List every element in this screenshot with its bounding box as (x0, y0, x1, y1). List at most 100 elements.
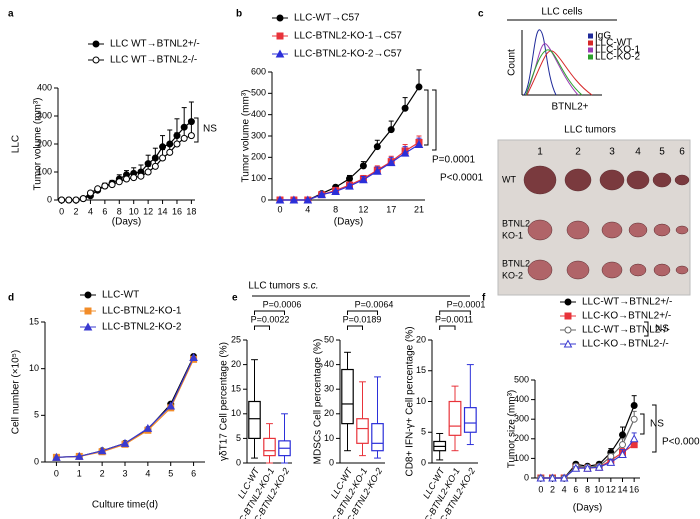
marker (359, 162, 367, 170)
marker (108, 181, 116, 189)
y-tick-label: 0 (421, 457, 426, 467)
marker (58, 196, 66, 204)
x-tick-label: 5 (168, 468, 173, 478)
legend-label: LLC-WT→C57 (294, 13, 360, 24)
annotation: P=0.0064 (355, 299, 394, 309)
column-label: 5 (659, 147, 665, 158)
marker (189, 352, 198, 361)
y-axis-label: MDSCs Cell percentage (%) (313, 339, 324, 465)
panel-letter: b (236, 9, 242, 20)
marker (101, 182, 109, 190)
x-tick-label: 2 (550, 484, 555, 494)
marker (180, 134, 188, 142)
marker (84, 307, 92, 315)
chart-title: LLC (11, 135, 22, 153)
y-axis-label: Tumor volume (mm³) (33, 98, 44, 191)
x-tick-label: 8 (117, 206, 122, 216)
legend-label: LLC-WT (102, 290, 139, 301)
x-tick-label: 12 (606, 484, 616, 494)
marker (79, 195, 87, 203)
x-axis-label: (Days) (334, 217, 363, 228)
tumor (564, 168, 592, 192)
x-tick-label: 0 (59, 206, 64, 216)
group-title-note: s.c. (303, 281, 319, 292)
marker (564, 326, 572, 334)
marker (92, 56, 100, 64)
x-tick-label: 4 (562, 484, 567, 494)
tumor (652, 172, 672, 188)
marker (564, 312, 572, 320)
tumor (653, 263, 671, 277)
series-line (61, 121, 192, 201)
x-tick-label: 0 (538, 484, 543, 494)
marker (275, 195, 285, 204)
x-tick-label: 16 (629, 484, 639, 494)
y-axis-label: Tumor volume (mm³) (241, 90, 252, 183)
y-tick-label: 200 (514, 433, 529, 443)
y-tick-label: 20 (324, 408, 334, 418)
marker (143, 423, 153, 432)
row-label: WT (502, 174, 516, 184)
box (356, 418, 369, 444)
series-line (280, 144, 420, 201)
row-label: BTNL2 (502, 258, 530, 268)
row-label: KO-1 (502, 230, 523, 240)
x-tick-label: 2 (74, 206, 79, 216)
group-title: LLC tumors (248, 281, 300, 292)
x-tick-label: 1 (77, 468, 82, 478)
marker (151, 162, 159, 170)
marker (144, 168, 152, 176)
box (371, 423, 384, 452)
legend-label: LLC-KO→BTNL2+/- (582, 311, 671, 322)
legend-swatch (588, 33, 593, 39)
annotation: NS (203, 124, 217, 135)
panel-letter: d (8, 293, 14, 304)
x-tick-label: 0 (54, 468, 59, 478)
marker (594, 462, 604, 471)
marker (144, 160, 152, 168)
marker (564, 298, 572, 306)
marker (86, 189, 94, 197)
annotation: NS (650, 419, 664, 430)
legend-label: LLC-KO-1 (595, 45, 640, 56)
marker (401, 104, 409, 112)
marker (317, 190, 327, 199)
bracket (194, 117, 199, 143)
marker (130, 174, 138, 182)
tumor (674, 174, 690, 186)
legend-label: LLC-BTNL2-KO-1 (102, 306, 182, 317)
annotation: P=0.0001 (447, 299, 486, 309)
marker (559, 473, 569, 482)
y-tick-label: 0 (236, 457, 241, 467)
bracket (439, 310, 471, 315)
bracket (347, 325, 363, 330)
column-label: 6 (679, 147, 685, 158)
y-tick-label: 15 (231, 384, 241, 394)
marker (331, 186, 340, 195)
marker (92, 40, 100, 48)
x-tick-label: 4 (145, 468, 150, 478)
marker (619, 431, 626, 439)
tumor (628, 222, 648, 238)
marker (583, 463, 592, 472)
marker (630, 415, 638, 423)
marker (303, 195, 313, 204)
legend-swatch (588, 40, 593, 46)
column-label: 3 (609, 147, 615, 158)
marker (52, 452, 61, 461)
marker (387, 126, 395, 134)
marker (137, 172, 145, 180)
panel-letter: a (8, 9, 14, 20)
y-tick-label: 300 (251, 130, 266, 140)
y-tick-label: 600 (251, 66, 266, 76)
y-tick-label: 10 (324, 433, 334, 443)
x-tick-label: 6 (191, 468, 196, 478)
marker (159, 143, 167, 151)
tumor (527, 259, 553, 281)
marker (275, 49, 285, 58)
marker (276, 14, 284, 22)
annotation: P<0.0001 (440, 173, 484, 184)
marker (120, 438, 130, 447)
marker (536, 473, 546, 482)
chart-title: LLC tumors (564, 125, 616, 136)
